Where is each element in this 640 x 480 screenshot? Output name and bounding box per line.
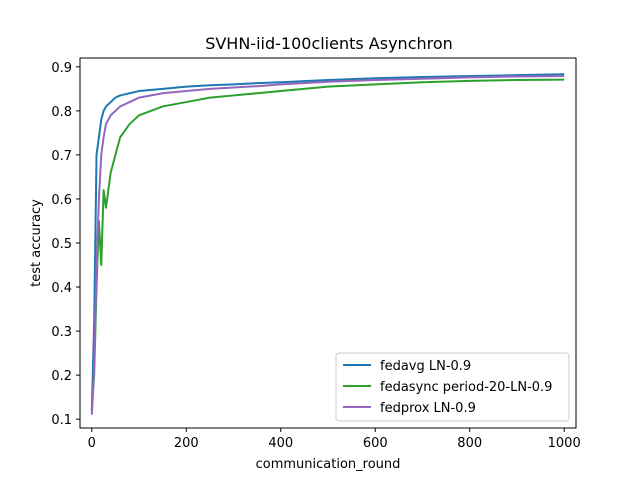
y-axis-label: test accuracy [29, 199, 44, 287]
y-axis: 0.1 0.2 0.3 0.4 0.5 0.6 0.7 0.8 0.9 [51, 61, 80, 428]
y-tick-label: 0.7 [51, 149, 72, 164]
x-tick-label: 400 [268, 436, 293, 451]
x-tick-label: 200 [174, 436, 199, 451]
series-line-fedprox [90, 75, 565, 415]
y-tick-label: 0.9 [51, 61, 72, 76]
y-tick-label: 0.1 [51, 413, 72, 428]
series-line-fedasync [90, 78, 565, 411]
chart-title: SVHN-iid-100clients Asynchron [205, 34, 453, 53]
legend-box [335, 352, 570, 422]
y-tick-label: 0.3 [51, 325, 72, 340]
series-layer [90, 73, 565, 415]
x-tick-label: 1000 [548, 436, 581, 451]
y-tick-label: 0.6 [51, 193, 72, 208]
x-axis-label: communication_round [256, 457, 401, 472]
x-tick-label: 600 [363, 436, 388, 451]
legend-label-fedavg: fedavg LN-0.9 [380, 359, 471, 374]
legend-label-fedasync: fedasync period-20-LN-0.9 [380, 380, 552, 395]
x-tick-label: 0 [88, 436, 96, 451]
x-axis: 0 200 400 600 800 1000 [88, 428, 581, 451]
series-line-fedavg [90, 73, 565, 411]
y-tick-label: 0.4 [51, 281, 72, 296]
plot-area [90, 73, 565, 415]
legend-label-fedprox: fedprox LN-0.9 [380, 401, 476, 416]
y-tick-label: 0.8 [51, 105, 72, 120]
y-tick-label: 0.2 [51, 369, 72, 384]
y-tick-label: 0.5 [51, 237, 72, 252]
legend: fedavg LN-0.9 fedasync period-20-LN-0.9 … [335, 352, 570, 422]
x-tick-label: 800 [457, 436, 482, 451]
